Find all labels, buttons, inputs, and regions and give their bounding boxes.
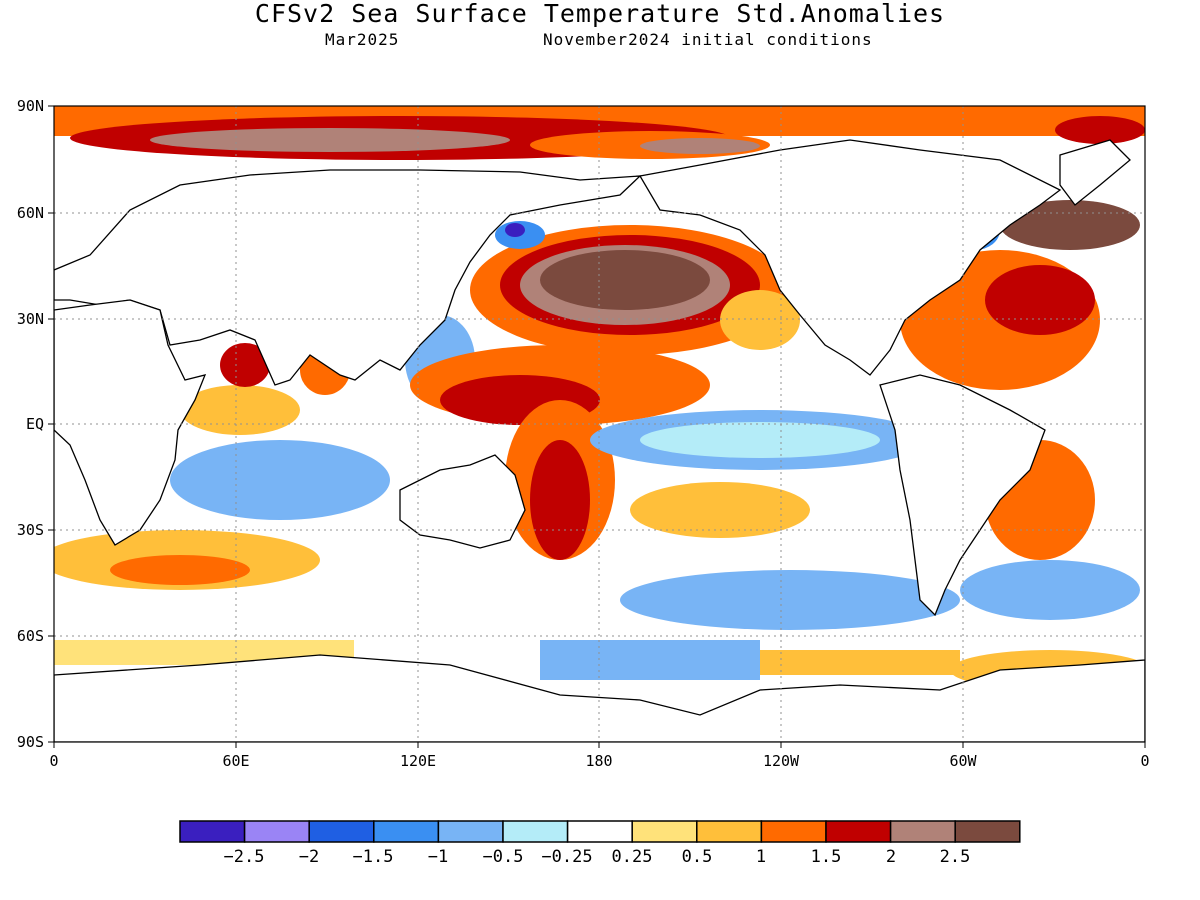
colorbar-swatch xyxy=(437,820,504,843)
sio-anomaly xyxy=(110,555,250,585)
colorbar-label: −0.25 xyxy=(541,847,592,867)
npac-cool xyxy=(505,223,525,237)
landmass-antarctica xyxy=(54,654,1145,742)
colorbar-label: 1.5 xyxy=(811,847,842,867)
southern-cool xyxy=(540,640,760,680)
colorbar-swatch xyxy=(373,820,440,843)
lon-label: 180 xyxy=(585,752,612,770)
colorbar-label: 0.5 xyxy=(682,847,713,867)
colorbar-swatch xyxy=(502,820,569,843)
swpac-anomaly xyxy=(530,440,590,560)
colorbar-swatch xyxy=(243,820,310,843)
enso-cool-tongue xyxy=(640,422,880,458)
map-field xyxy=(54,106,1145,742)
colorbar-swatch xyxy=(179,820,246,843)
lat-label: 90N xyxy=(17,97,44,115)
spac-anomaly xyxy=(630,482,810,538)
forecast-month: Mar2025 xyxy=(325,30,400,49)
continents xyxy=(54,139,1145,742)
lon-label: 60W xyxy=(949,752,977,770)
spac-cool xyxy=(620,570,960,630)
lat-label: 30N xyxy=(17,310,44,328)
colorbar xyxy=(179,820,1021,843)
natl-anomaly xyxy=(985,265,1095,335)
indian-anomaly xyxy=(180,385,300,435)
colorbar-swatch xyxy=(954,820,1021,843)
lat-label: 90S xyxy=(17,733,44,751)
colorbar-label: −1 xyxy=(428,847,448,867)
lat-label: 30S xyxy=(17,521,44,539)
southern-anomaly xyxy=(760,650,960,675)
landmass-africa xyxy=(54,299,207,546)
colorbar-label: −2 xyxy=(299,847,319,867)
arctic-anomaly xyxy=(640,138,760,154)
lon-label: 0 xyxy=(1140,752,1149,770)
colorbar-swatch xyxy=(696,820,763,843)
landmass-greenland xyxy=(1059,139,1131,206)
colorbar-swatch xyxy=(566,820,633,843)
colorbar-label: 0.25 xyxy=(612,847,653,867)
landmass-north-america xyxy=(638,139,1062,376)
npac-anomaly xyxy=(540,250,710,310)
landmass-eurasia xyxy=(54,169,642,386)
colorbar-label: −1.5 xyxy=(353,847,394,867)
arctic-anomaly xyxy=(150,128,510,152)
lat-label: 60S xyxy=(17,627,44,645)
colorbar-label: 2.5 xyxy=(940,847,971,867)
graticule xyxy=(54,106,1145,742)
lon-label: 120W xyxy=(763,752,800,770)
colorbar-swatch xyxy=(760,820,827,843)
satl-cool xyxy=(960,560,1140,620)
ticks xyxy=(48,105,1146,748)
npac-anomaly xyxy=(720,290,800,350)
colorbar-label: 2 xyxy=(886,847,896,867)
landmass-south-america xyxy=(879,374,1046,617)
lat-label: EQ xyxy=(26,415,44,433)
arctic-anomaly xyxy=(1055,116,1145,144)
lon-label: 0 xyxy=(49,752,58,770)
bay-anomaly xyxy=(220,343,270,387)
colorbar-label: 1 xyxy=(756,847,766,867)
initial-conditions: November2024 initial conditions xyxy=(543,30,873,49)
map-title: CFSv2 Sea Surface Temperature Std.Anomal… xyxy=(254,0,946,28)
colorbar-labels: −2.5 −2 −1.5 −1 −0.5 −0.25 0.25 0.5 1 1.… xyxy=(224,847,971,867)
colorbar-swatch xyxy=(631,820,698,843)
colorbar-swatch xyxy=(889,820,956,843)
colorbar-swatch xyxy=(308,820,375,843)
indian-cool xyxy=(170,440,390,520)
lat-label: 60N xyxy=(17,204,44,222)
lon-label: 60E xyxy=(222,752,249,770)
landmass-australia xyxy=(399,454,526,549)
colorbar-label: −2.5 xyxy=(224,847,265,867)
lon-label: 120E xyxy=(400,752,436,770)
colorbar-label: −0.5 xyxy=(483,847,524,867)
colorbar-swatch xyxy=(825,820,892,843)
